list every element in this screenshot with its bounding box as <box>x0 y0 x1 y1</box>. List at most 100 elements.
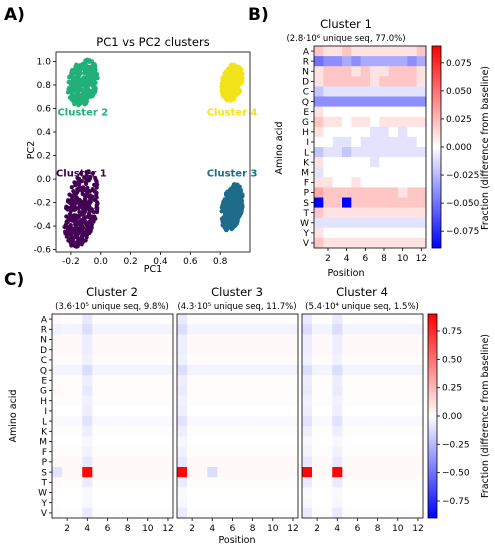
heatmap-cell <box>322 446 333 458</box>
scatter-series-4 <box>219 62 245 103</box>
heatmap-cell <box>287 477 299 488</box>
heatmap-cell <box>142 436 154 447</box>
scatter-xtick-label: 0.6 <box>183 257 198 267</box>
heatmap-cell <box>142 334 154 345</box>
scatter-point <box>234 204 239 209</box>
heatmap-cell <box>412 365 424 376</box>
heatmap-cell <box>360 187 371 198</box>
heatmap-cell <box>247 416 258 427</box>
heatmap-cell <box>332 385 343 396</box>
heatmap-cell <box>52 436 63 447</box>
heatmap-cell <box>227 497 238 509</box>
heatmap-cell <box>257 314 269 325</box>
scatter-point <box>69 185 74 190</box>
heatmap-cell <box>312 497 323 509</box>
heatmap-cell <box>62 375 73 386</box>
heatmap-cell <box>72 467 83 478</box>
panel-label-a: A) <box>4 5 25 25</box>
heatmap-cell <box>402 416 414 427</box>
heatmap-b-xlabel: Position <box>328 268 365 279</box>
scatter-point <box>71 213 76 218</box>
panel-label-c: C) <box>4 270 24 290</box>
heatmap-cell <box>52 365 63 376</box>
heatmap-cell <box>52 334 63 345</box>
heatmap-cell <box>407 157 417 168</box>
heatmap-cell <box>102 354 113 366</box>
heatmap-cell <box>162 487 174 498</box>
heatmap-cell <box>152 497 164 509</box>
heatmap-cell <box>332 416 343 427</box>
heatmap-cell <box>402 436 414 447</box>
heatmap-cell <box>112 334 123 345</box>
scatter-point <box>81 218 86 223</box>
colorbar-tick-label: −0.75 <box>442 497 470 507</box>
heatmap-cell <box>132 365 144 376</box>
heatmap-cell <box>407 217 417 229</box>
heatmap-cell <box>132 487 144 498</box>
heatmap-cell <box>352 497 363 509</box>
heatmap-cell <box>388 157 399 168</box>
heatmap-cell <box>360 136 371 148</box>
heatmap-cell <box>412 426 424 437</box>
heatmap-cell <box>332 217 343 229</box>
heatmap-cell <box>277 467 289 478</box>
heatmap-xtick-label: 8 <box>375 524 381 534</box>
heatmap-cell <box>332 365 343 376</box>
heatmap-cell <box>247 354 258 366</box>
heatmap-cell <box>207 507 218 519</box>
heatmap-cell <box>351 76 361 87</box>
heatmap-cell <box>187 344 198 356</box>
scatter-ylabel: PC2 <box>26 141 37 159</box>
heatmap-cell <box>142 385 154 396</box>
heatmap-cell <box>207 324 218 335</box>
heatmap-cell <box>227 344 238 356</box>
heatmap-cell <box>227 395 238 407</box>
heatmap-cell <box>227 334 238 345</box>
heatmap-cell <box>122 446 133 458</box>
heatmap-cell <box>187 487 198 498</box>
heatmap-cell <box>370 167 380 178</box>
heatmap-cell <box>197 354 208 366</box>
scatter-point <box>73 222 78 227</box>
heatmap-cell <box>332 487 343 498</box>
heatmap-cell <box>277 354 289 366</box>
heatmap-cell <box>392 324 404 335</box>
heatmap-cell <box>323 96 333 107</box>
heatmap-cell <box>416 76 427 87</box>
heatmap-cell <box>162 314 174 325</box>
heatmap-cell <box>302 487 313 498</box>
heatmap-cell <box>382 487 394 498</box>
heatmap-cell <box>227 456 238 468</box>
heatmap-cell <box>187 375 198 386</box>
heatmap-cell <box>72 507 83 519</box>
heatmap-ytick-label: M <box>39 438 47 448</box>
heatmap-cell <box>392 446 404 458</box>
heatmap-cell <box>314 197 324 208</box>
heatmap-cell <box>237 375 248 386</box>
heatmap-cell <box>142 344 154 356</box>
heatmap-cell <box>302 477 313 488</box>
scatter-point <box>95 200 100 205</box>
heatmap-cell <box>302 436 313 447</box>
heatmap-cell <box>162 416 174 427</box>
heatmap-cell <box>416 106 427 117</box>
scatter-point <box>94 193 99 198</box>
heatmap-cell <box>342 96 352 107</box>
heatmap-cell <box>207 467 218 478</box>
heatmap-cell <box>398 207 408 218</box>
heatmap-ytick-label: E <box>41 377 47 387</box>
colorbar-c: 0.75 0.50 0.25 0.00 −0.25 −0.50 −0.75 <box>427 313 470 519</box>
scatter-point <box>79 171 84 176</box>
heatmap-cell <box>227 436 238 447</box>
heatmap-cell <box>322 507 333 519</box>
heatmap-cell <box>187 334 198 345</box>
scatter-point <box>89 217 94 222</box>
heatmap-cell <box>207 446 218 458</box>
heatmap-cell <box>142 487 154 498</box>
scatter-point <box>234 89 239 94</box>
heatmap-cell <box>152 436 164 447</box>
heatmap-cell <box>407 237 417 249</box>
heatmap-cell <box>52 487 63 498</box>
heatmap-cell <box>177 467 188 478</box>
heatmap-cell <box>332 467 343 478</box>
